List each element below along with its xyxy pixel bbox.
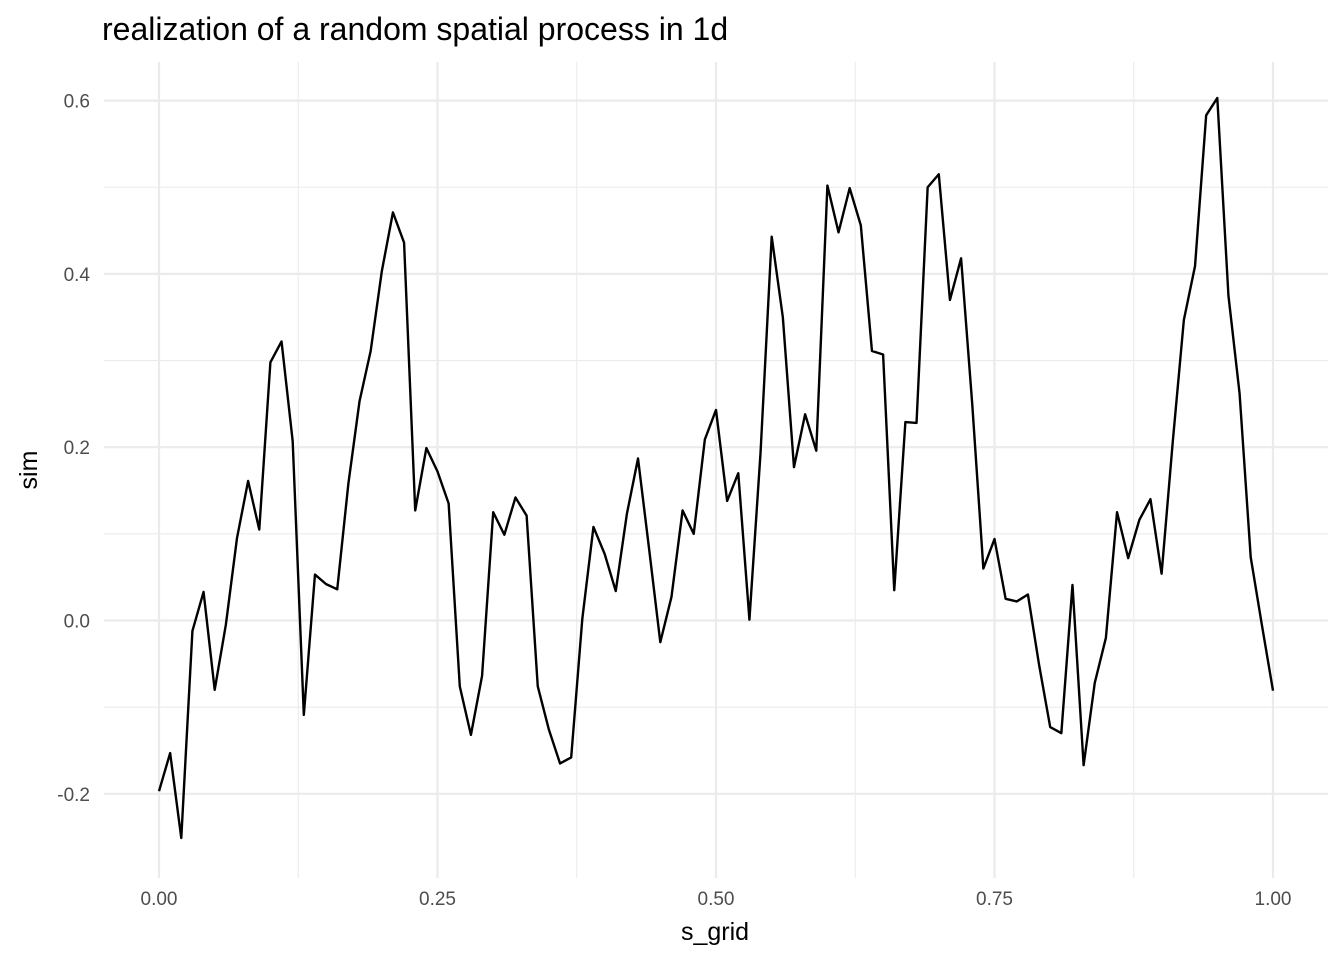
x-axis-tick-labels: 0.00 0.25 0.50 0.75 1.00 (141, 889, 1292, 910)
x-tick-label: 1.00 (1255, 889, 1292, 910)
chart-title: realization of a random spatial process … (102, 11, 728, 47)
sim-series-line (157, 96, 1275, 840)
x-tick-label: 0.00 (141, 889, 178, 910)
x-tick-label: 0.75 (976, 889, 1013, 910)
y-axis-title: sim (15, 451, 43, 490)
y-tick-label: -0.2 (57, 785, 90, 806)
y-tick-label: 0.6 (64, 92, 90, 113)
major-gridlines (104, 62, 1328, 878)
y-tick-label: 0.0 (64, 612, 90, 633)
x-tick-label: 0.25 (419, 889, 456, 910)
x-tick-label: 0.50 (698, 889, 735, 910)
y-axis-tick-labels: -0.2 0.0 0.2 0.4 0.6 (57, 92, 90, 806)
y-tick-label: 0.4 (64, 265, 91, 286)
y-tick-label: 0.2 (64, 438, 90, 459)
x-axis-title: s_grid (681, 918, 749, 946)
